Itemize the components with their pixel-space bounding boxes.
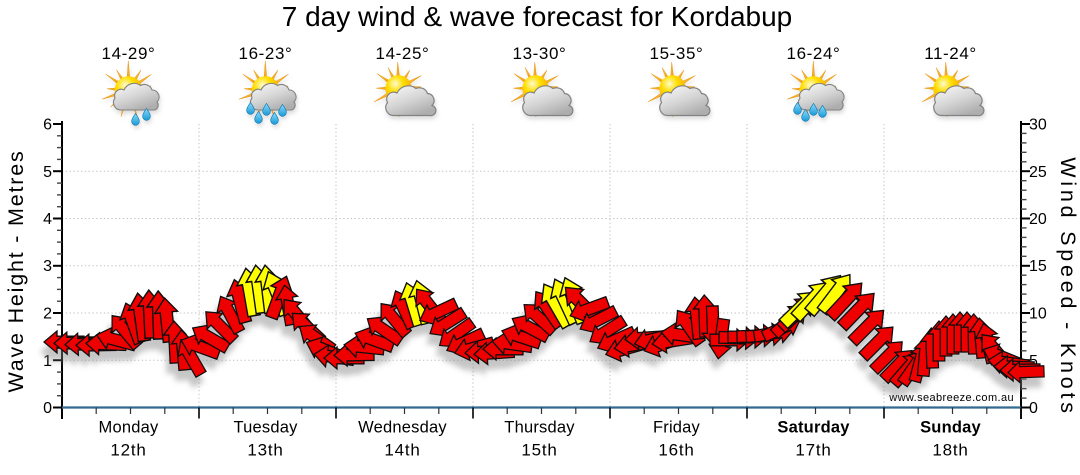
svg-text:16th: 16th xyxy=(658,441,694,460)
svg-text:Wind Speed - Knots: Wind Speed - Knots xyxy=(1056,157,1080,417)
svg-text:14-29°: 14-29° xyxy=(102,44,156,63)
svg-text:Wednesday: Wednesday xyxy=(358,419,447,437)
svg-text:0: 0 xyxy=(1029,400,1038,417)
svg-text:15: 15 xyxy=(1029,258,1047,275)
svg-text:2: 2 xyxy=(43,306,52,323)
svg-text:Monday: Monday xyxy=(99,419,159,437)
svg-text:18th: 18th xyxy=(932,441,968,460)
svg-text:Wave Height - Metres: Wave Height - Metres xyxy=(4,149,28,392)
svg-text:7 day wind & wave forecast for: 7 day wind & wave forecast for Kordabup xyxy=(282,1,793,32)
svg-text:14th: 14th xyxy=(384,441,420,460)
svg-text:4: 4 xyxy=(43,211,52,228)
svg-text:11-24°: 11-24° xyxy=(924,44,977,63)
svg-text:Tuesday: Tuesday xyxy=(233,419,298,437)
svg-text:5: 5 xyxy=(43,164,52,181)
svg-text:30: 30 xyxy=(1029,117,1047,134)
svg-text:6: 6 xyxy=(43,117,52,134)
svg-text:1: 1 xyxy=(43,353,52,370)
svg-text:15-35°: 15-35° xyxy=(650,44,704,63)
svg-text:Saturday: Saturday xyxy=(777,419,850,437)
svg-text:Thursday: Thursday xyxy=(504,419,575,437)
svg-text:www.seabreeze.com.au: www.seabreeze.com.au xyxy=(888,392,1014,404)
svg-text:0: 0 xyxy=(43,400,52,417)
svg-text:12th: 12th xyxy=(110,441,146,460)
svg-text:17th: 17th xyxy=(795,441,831,460)
svg-text:16-23°: 16-23° xyxy=(239,44,293,63)
svg-text:3: 3 xyxy=(43,258,52,275)
svg-text:Sunday: Sunday xyxy=(920,419,981,437)
svg-text:15th: 15th xyxy=(521,441,557,460)
svg-text:25: 25 xyxy=(1029,164,1047,181)
svg-text:20: 20 xyxy=(1029,211,1047,228)
svg-text:13th: 13th xyxy=(247,441,283,460)
svg-text:13-30°: 13-30° xyxy=(513,44,567,63)
svg-text:Friday: Friday xyxy=(653,419,701,437)
svg-text:10: 10 xyxy=(1029,306,1047,323)
svg-text:16-24°: 16-24° xyxy=(787,44,841,63)
svg-text:14-25°: 14-25° xyxy=(376,44,430,63)
